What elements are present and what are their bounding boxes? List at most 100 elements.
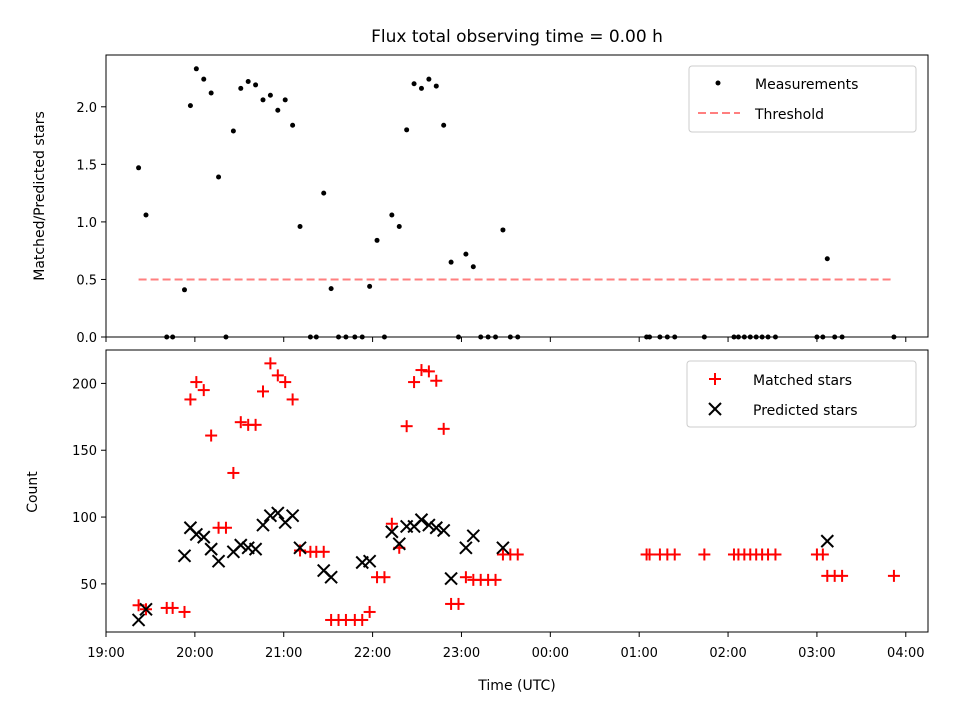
measurement-point bbox=[238, 85, 244, 91]
measurement-point bbox=[891, 334, 897, 340]
measurement-point bbox=[448, 259, 454, 265]
predicted-star-point bbox=[271, 506, 285, 520]
measurement-point bbox=[359, 334, 365, 340]
measurement-point bbox=[367, 283, 373, 289]
xtick-label: 00:00 bbox=[532, 646, 569, 661]
predicted-star-point bbox=[234, 538, 248, 552]
measurement-point bbox=[463, 251, 469, 257]
bottom-x-axis-ticks: 19:00 20:00 21:00 22:00 23:00 00:00 01:00 02:00… bbox=[87, 632, 925, 661]
matched-star-point bbox=[816, 548, 829, 561]
matched-star-point bbox=[178, 605, 191, 618]
top-ytick-label: 2.0 bbox=[76, 101, 97, 116]
matched-star-point bbox=[249, 418, 262, 431]
predicted-star-point bbox=[131, 613, 146, 627]
bottom-y-axis-ticks: 50 100 150 200 bbox=[72, 377, 106, 593]
measurement-point bbox=[374, 237, 380, 243]
measurement-point bbox=[143, 212, 149, 218]
measurement-point bbox=[187, 103, 193, 109]
measurement-point bbox=[275, 107, 281, 113]
predicted-star-point bbox=[256, 518, 270, 532]
matched-star-point bbox=[190, 376, 203, 389]
measurement-point bbox=[418, 85, 424, 91]
matched-star-point bbox=[408, 376, 421, 389]
bottom-ytick-label: 100 bbox=[72, 511, 97, 526]
predicted-star-point bbox=[293, 541, 307, 555]
matched-star-point bbox=[430, 374, 443, 387]
predicted-star-point bbox=[197, 530, 211, 544]
top-panel: 0.00.51.01.52.0 Matched/Predicted stars … bbox=[32, 54, 929, 346]
matched-star-point bbox=[256, 385, 269, 398]
measurement-point bbox=[307, 334, 313, 340]
xtick-label: 01:00 bbox=[620, 646, 657, 661]
measurement-point bbox=[824, 256, 830, 262]
measurement-point bbox=[741, 334, 747, 340]
measurement-point bbox=[208, 90, 214, 96]
predicted-star-point bbox=[324, 570, 338, 584]
matched-star-point bbox=[279, 376, 292, 389]
xtick-label: 02:00 bbox=[709, 646, 746, 661]
legend-marker-matched bbox=[709, 373, 721, 385]
legend-marker-measurements bbox=[715, 80, 721, 86]
predicted-star-point bbox=[285, 509, 300, 523]
measurement-point bbox=[433, 83, 439, 89]
bottom-y-axis-label: Count bbox=[25, 471, 41, 513]
matched-star-point bbox=[511, 548, 524, 561]
bottom-ytick-label: 150 bbox=[72, 444, 97, 459]
measurement-point bbox=[759, 334, 765, 340]
legend-label-threshold: Threshold bbox=[754, 107, 824, 123]
predicted-star-point bbox=[820, 534, 834, 548]
measurement-point bbox=[328, 286, 334, 292]
measurement-point bbox=[136, 165, 142, 171]
predicted-star-point bbox=[177, 549, 192, 563]
matched-star-point bbox=[205, 429, 218, 442]
matched-star-point bbox=[166, 601, 179, 614]
measurement-point bbox=[772, 334, 778, 340]
matched-star-point bbox=[668, 548, 681, 561]
measurement-point bbox=[672, 334, 678, 340]
measurement-point bbox=[170, 334, 176, 340]
measurement-point bbox=[411, 81, 417, 87]
measurement-point bbox=[343, 334, 349, 340]
matched-star-point bbox=[452, 597, 465, 610]
matched-star-point bbox=[422, 365, 435, 378]
matched-star-point bbox=[227, 466, 240, 479]
matched-star-point bbox=[184, 393, 197, 406]
measurement-point bbox=[245, 78, 251, 84]
measurement-point bbox=[223, 334, 229, 340]
predicted-star-point bbox=[189, 527, 204, 542]
measurement-point bbox=[493, 334, 499, 340]
predicted-star-point bbox=[422, 518, 436, 532]
measurement-point bbox=[389, 212, 395, 218]
matched-star-point bbox=[317, 545, 330, 558]
measurement-point bbox=[657, 334, 663, 340]
predicted-star-point bbox=[362, 554, 377, 568]
predicted-star-point bbox=[263, 509, 278, 523]
top-ytick-label: 1.0 bbox=[76, 216, 97, 231]
xtick-label: 04:00 bbox=[887, 646, 924, 661]
measurement-point bbox=[515, 334, 521, 340]
matched-star-point bbox=[415, 364, 428, 377]
predicted-star-point bbox=[414, 513, 429, 527]
predicted-star-point bbox=[211, 554, 226, 568]
predicted-star-point bbox=[392, 537, 406, 551]
measurement-point bbox=[747, 334, 753, 340]
measurement-point bbox=[470, 264, 476, 270]
predicted-star-point bbox=[496, 541, 510, 555]
matched-star-point bbox=[489, 573, 502, 586]
matched-star-point bbox=[887, 569, 900, 582]
xtick-label: 20:00 bbox=[176, 646, 213, 661]
bottom-ytick-label: 200 bbox=[72, 377, 97, 392]
predicted-star-point bbox=[466, 529, 481, 543]
measurement-point bbox=[321, 190, 327, 196]
measurement-point bbox=[396, 224, 402, 230]
matched-star-point bbox=[197, 384, 210, 397]
top-y-axis-label: Matched/Predicted stars bbox=[32, 111, 48, 281]
measurement-point bbox=[313, 334, 319, 340]
predicted-star-point bbox=[436, 523, 451, 538]
matched-star-point bbox=[378, 571, 391, 584]
matched-star-point bbox=[698, 548, 711, 561]
measurement-point bbox=[216, 174, 222, 180]
top-legend: Measurements Threshold bbox=[688, 65, 917, 133]
measurement-point bbox=[664, 334, 670, 340]
